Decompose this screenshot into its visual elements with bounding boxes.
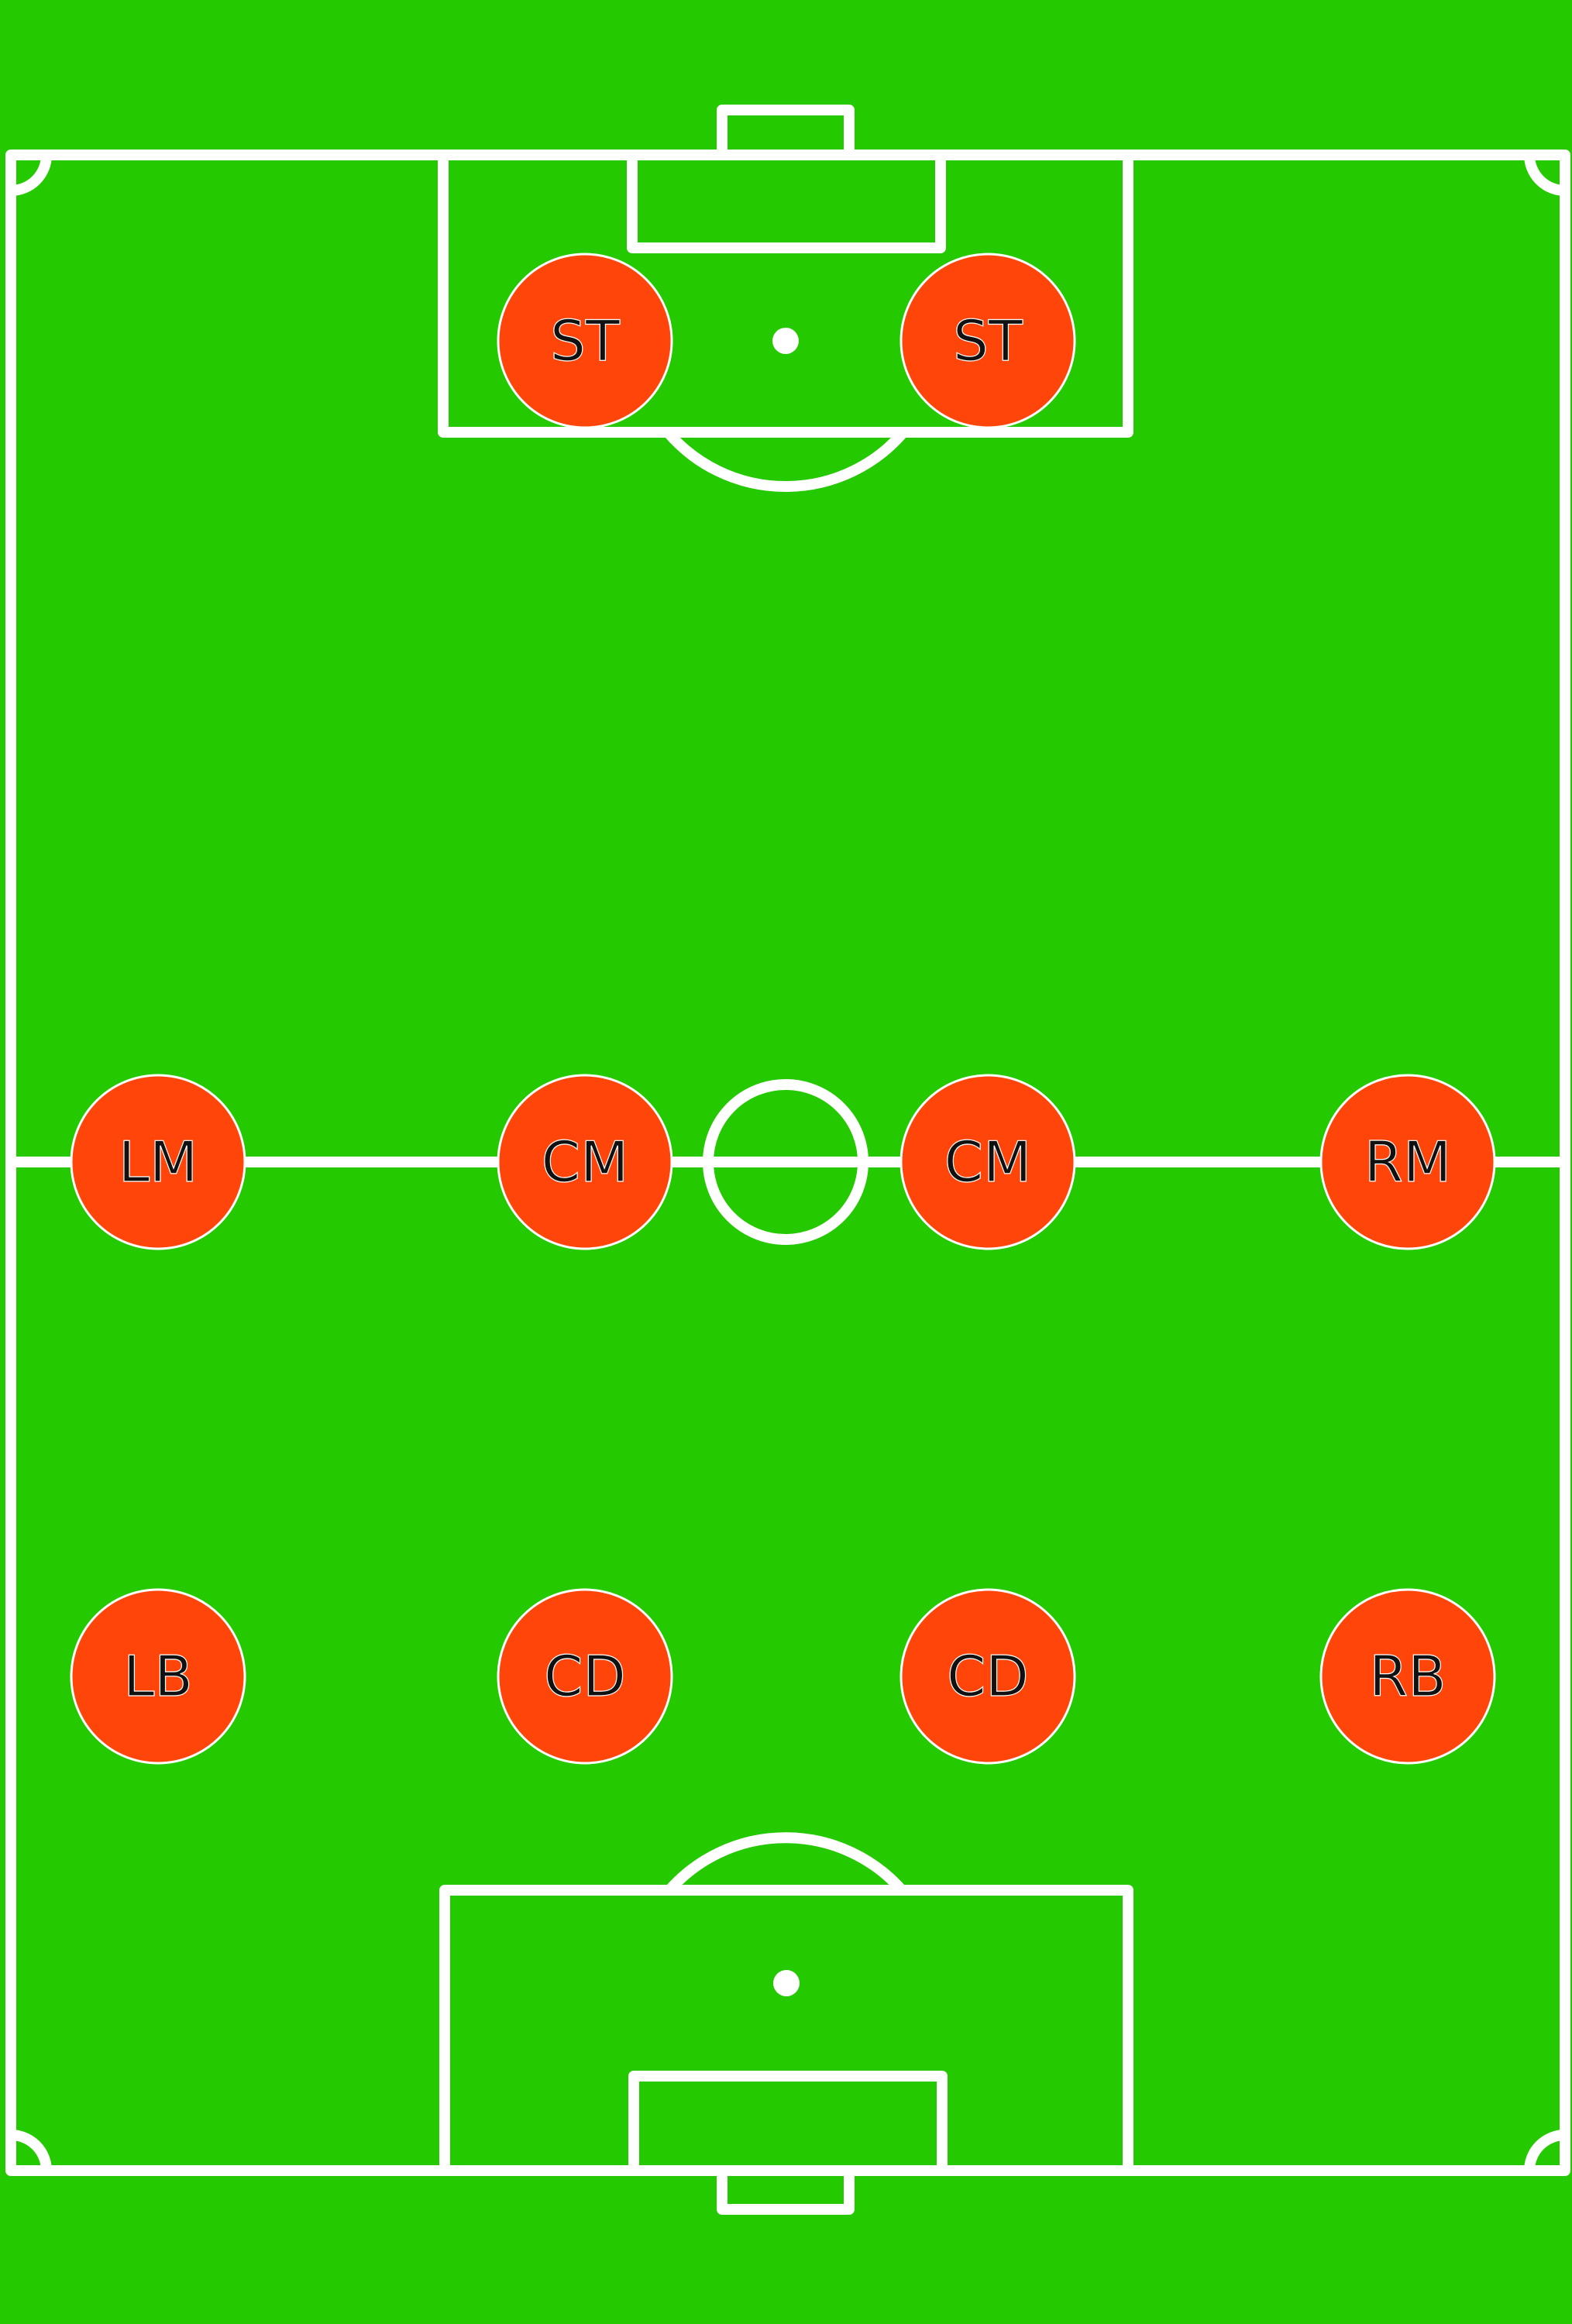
- bottom-goal-area: [628, 2071, 948, 2176]
- player-circle: [70, 1588, 246, 1765]
- player-marker-cm: CM: [497, 1074, 673, 1250]
- player-role-label: CD: [544, 1644, 626, 1709]
- bottom-penalty-arc: [665, 1832, 906, 1894]
- player-role-label: RB: [1369, 1644, 1446, 1709]
- player-circle: [900, 253, 1076, 429]
- player-marker-lm: LM: [70, 1074, 246, 1250]
- corner-arc-bottom-left: [10, 2130, 52, 2171]
- player-circle: [900, 1588, 1076, 1765]
- player-marker-lb: LB: [70, 1588, 246, 1765]
- player-role-label: LB: [123, 1644, 193, 1709]
- player-role-label: ST: [550, 308, 621, 373]
- player-role-label: CM: [944, 1129, 1031, 1195]
- corner-arc-top-right: [1524, 154, 1566, 196]
- player-role-label: LM: [119, 1129, 198, 1195]
- player-circle: [497, 1588, 673, 1765]
- top-penalty-spot: [772, 328, 799, 354]
- player-role-label: RM: [1364, 1129, 1451, 1195]
- player-marker-rm: RM: [1319, 1074, 1496, 1250]
- player-marker-st: ST: [900, 253, 1076, 429]
- player-marker-cm: CM: [900, 1074, 1076, 1250]
- player-marker-cd: CD: [900, 1588, 1076, 1765]
- player-marker-st: ST: [497, 253, 673, 429]
- player-circle: [497, 253, 673, 429]
- player-role-label: CM: [542, 1129, 628, 1195]
- players-layer: ST ST LM CM CM RM LB CD CD RB: [70, 253, 1496, 1765]
- player-role-label: CD: [947, 1644, 1029, 1709]
- player-circle: [1319, 1074, 1496, 1250]
- player-circle: [70, 1074, 246, 1250]
- top-goal-area: [627, 150, 946, 253]
- player-role-label: ST: [953, 308, 1023, 373]
- player-circle: [900, 1074, 1076, 1250]
- player-circle: [497, 1074, 673, 1250]
- centre-circle: [703, 1079, 869, 1245]
- player-marker-rb: RB: [1319, 1588, 1496, 1765]
- top-penalty-arc: [663, 428, 908, 493]
- corner-arc-bottom-right: [1524, 2130, 1566, 2171]
- player-marker-cd: CD: [497, 1588, 673, 1765]
- player-circle: [1319, 1588, 1496, 1765]
- bottom-penalty-spot: [773, 1970, 800, 1996]
- corner-arc-top-left: [10, 154, 52, 196]
